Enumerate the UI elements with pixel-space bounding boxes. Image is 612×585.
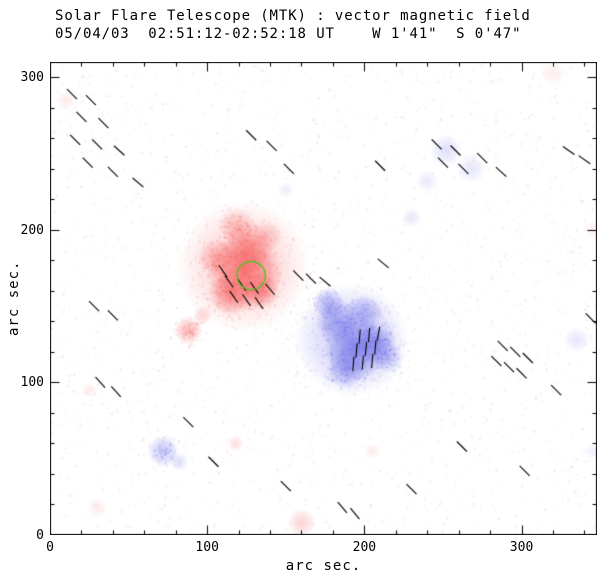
y-tick-label: 100 <box>20 375 44 391</box>
x-tick-label: 0 <box>46 540 54 555</box>
x-axis-label: arc sec. <box>285 558 362 574</box>
x-tick-label: 300 <box>509 540 534 555</box>
y-axis-label: arc sec. <box>6 260 22 337</box>
x-tick-label: 200 <box>352 540 377 555</box>
magnetogram-canvas <box>50 62 597 535</box>
plot-area <box>50 62 597 535</box>
x-tick-label: 100 <box>195 540 219 555</box>
plot-title: Solar Flare Telescope (MTK) : vector mag… <box>55 8 531 24</box>
y-tick-label: 300 <box>20 70 44 86</box>
y-tick-label: 200 <box>20 222 44 238</box>
plot-subtitle: 05/04/03 02:51:12-02:52:18 UT W 1'41" S … <box>55 26 522 42</box>
y-tick-label: 0 <box>36 528 44 543</box>
